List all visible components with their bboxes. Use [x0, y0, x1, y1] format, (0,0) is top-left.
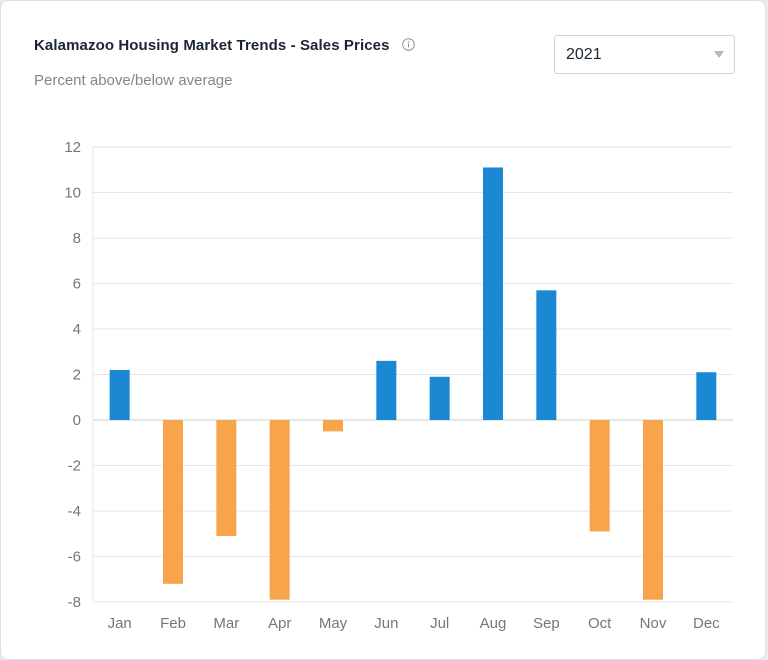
- chart-title: Kalamazoo Housing Market Trends - Sales …: [34, 37, 390, 54]
- chart-subtitle: Percent above/below average: [34, 72, 233, 89]
- x-tick-label: Oct: [588, 615, 612, 632]
- bar-jul: [429, 376, 450, 420]
- x-tick-label: Dec: [693, 615, 720, 632]
- bar-nov: [643, 420, 663, 600]
- x-tick-label: Apr: [268, 615, 291, 632]
- y-tick-label: 0: [73, 412, 81, 429]
- x-tick-label: May: [319, 615, 348, 632]
- x-tick-label: Nov: [640, 615, 667, 632]
- x-tick-label: Feb: [160, 615, 186, 632]
- bar-jun: [376, 360, 397, 420]
- bar-sep: [536, 290, 557, 420]
- chevron-down-icon: [714, 51, 724, 58]
- y-tick-label: 12: [64, 139, 81, 156]
- x-tick-label: Sep: [533, 615, 560, 632]
- bar-apr: [269, 420, 290, 600]
- title-row: Kalamazoo Housing Market Trends - Sales …: [34, 37, 415, 54]
- bar-jan: [109, 369, 130, 420]
- y-tick-label: 6: [73, 276, 81, 293]
- bar-feb: [163, 420, 183, 584]
- y-tick-label: -6: [68, 549, 81, 566]
- x-tick-label: Jun: [374, 615, 398, 632]
- y-tick-label: 2: [73, 367, 81, 384]
- bar-may: [323, 420, 343, 432]
- year-select[interactable]: 2021: [554, 35, 735, 74]
- x-tick-label: Jan: [108, 615, 132, 632]
- bar-dec: [696, 372, 717, 420]
- y-tick-label: -4: [68, 503, 81, 520]
- bar-chart: 12 10 8 6 4 2 0 -2 -4 -6 -8 Jan Feb Mar Apr May Jun Jul Au…: [64, 139, 733, 632]
- bar-aug: [483, 167, 503, 420]
- x-tick-label: Aug: [480, 615, 507, 632]
- x-tick-label: Jul: [430, 615, 449, 632]
- y-tick-label: 10: [64, 185, 81, 202]
- bar-mar: [216, 420, 237, 537]
- y-tick-label: -8: [68, 594, 81, 611]
- year-select-value: 2021: [566, 46, 602, 63]
- info-circle-icon[interactable]: [401, 38, 415, 51]
- y-tick-label: 4: [73, 321, 81, 338]
- y-tick-label: 8: [73, 230, 81, 247]
- bar-oct: [589, 420, 610, 532]
- y-tick-label: -2: [68, 458, 81, 475]
- x-tick-label: Mar: [213, 615, 239, 632]
